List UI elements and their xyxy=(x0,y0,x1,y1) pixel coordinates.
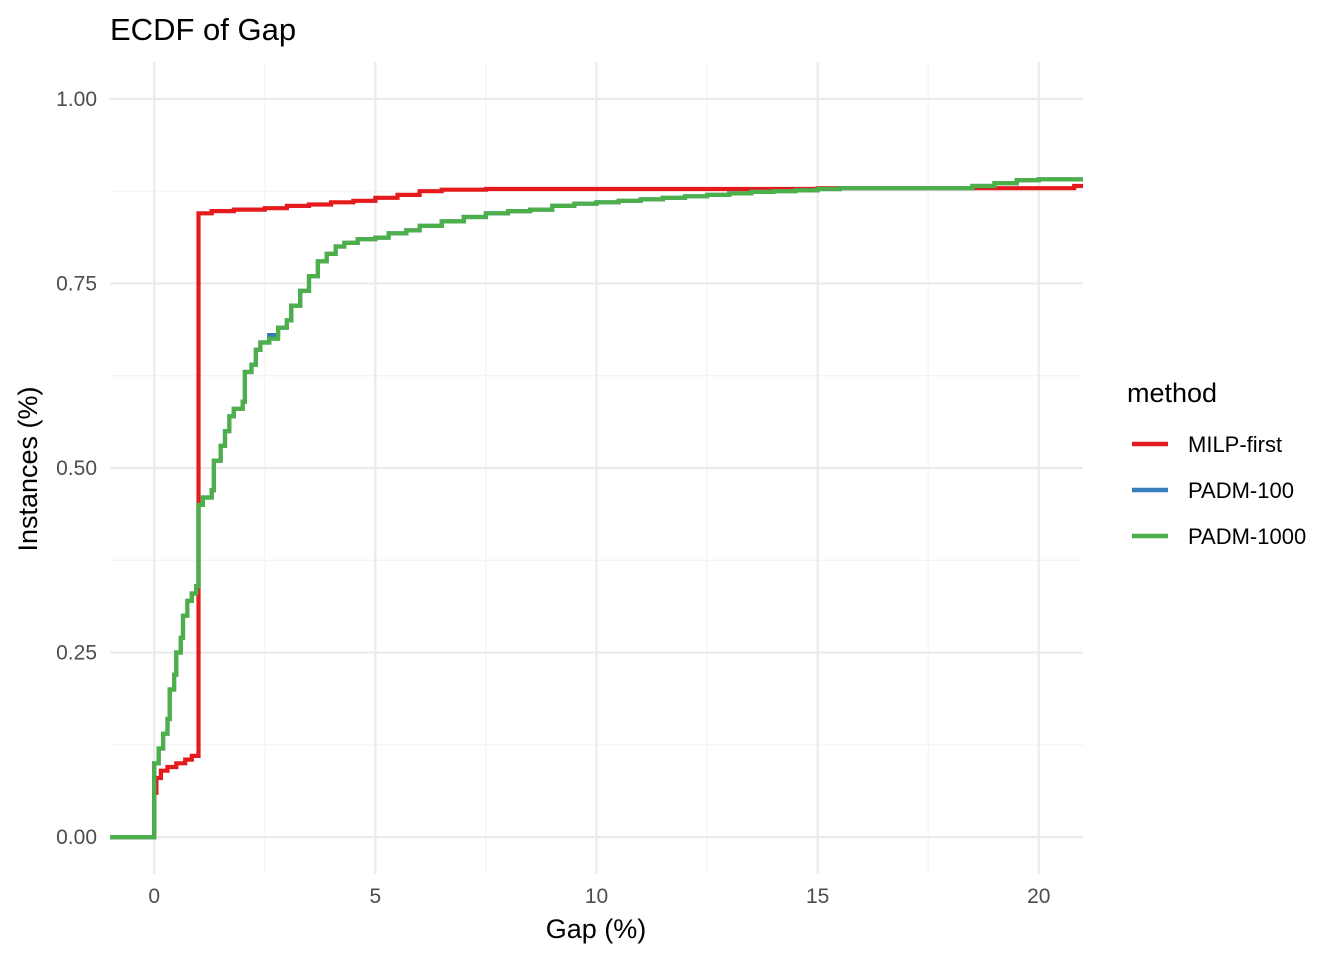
legend-label-milp-first: MILP-first xyxy=(1188,432,1282,457)
legend-title: method xyxy=(1127,378,1217,408)
y-tick-label: 1.00 xyxy=(56,88,97,111)
x-tick-label: 10 xyxy=(585,885,608,908)
y-axis-ticks: 0.00 0.25 0.50 0.75 1.00 xyxy=(56,88,97,849)
legend-label-padm-100: PADM-100 xyxy=(1188,478,1294,503)
x-axis-ticks: 0 5 10 15 20 xyxy=(148,885,1050,908)
y-tick-label: 0.25 xyxy=(56,642,97,665)
y-axis-title: Instances (%) xyxy=(13,386,43,551)
legend-items: MILP-first PADM-100 PADM-1000 xyxy=(1132,432,1306,549)
x-tick-label: 5 xyxy=(370,885,382,908)
legend: method MILP-first PADM-100 PADM-1000 xyxy=(1127,378,1306,549)
x-tick-label: 15 xyxy=(806,885,829,908)
major-gridlines xyxy=(110,62,1083,874)
x-axis-title: Gap (%) xyxy=(546,914,647,944)
y-tick-label: 0.75 xyxy=(56,272,97,295)
x-tick-label: 20 xyxy=(1027,885,1050,908)
chart-title: ECDF of Gap xyxy=(110,12,296,47)
series-line-milp-first xyxy=(110,183,1083,840)
legend-label-padm-1000: PADM-1000 xyxy=(1188,524,1306,549)
y-tick-label: 0.00 xyxy=(56,826,97,849)
series-line-padm-1000 xyxy=(110,177,1083,840)
x-tick-label: 0 xyxy=(148,885,160,908)
series-layer xyxy=(110,177,1083,840)
y-tick-label: 0.50 xyxy=(56,457,97,480)
